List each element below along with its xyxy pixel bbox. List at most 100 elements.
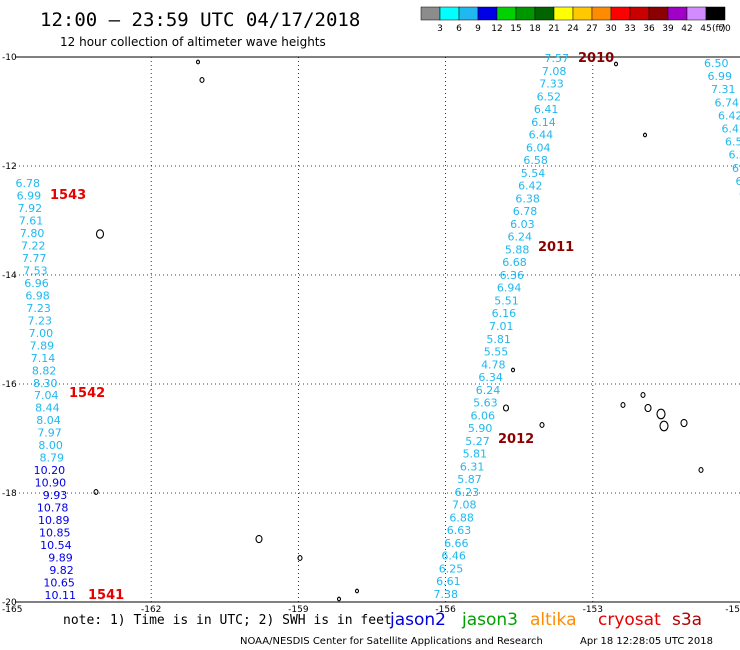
pass-time-label: 2011 [538,240,574,255]
pass-time-labels: 1543 1542 1541 2010 2011 2012 [50,51,614,603]
island-outline [336,596,342,602]
pass-time-label: 2010 [578,51,614,66]
wave-height-value: 5.90 [468,422,493,435]
island-outline [642,132,648,138]
colorbar-tick-label: 30 [605,24,617,34]
colorbar-tick-label: 9 [475,24,481,34]
colorbar-tick-label: 3 [437,24,443,34]
wave-height-value: 6.78 [16,177,41,190]
latitude-tick-label: -12 [2,162,17,172]
colorbar-tick-label: 18 [529,24,541,34]
wave-height-value: 6.94 [497,282,522,295]
latitude-tick-label: -14 [2,271,17,281]
wave-height-value: 6.06 [471,409,496,422]
island-outline [95,229,105,239]
wave-height-value: 6.61 [436,575,461,588]
wave-height-value: 6.52 [725,136,740,149]
wave-height-value: 7.00 [29,327,54,340]
island-outline [255,534,263,544]
wave-height-value: 7.33 [539,78,564,91]
wave-height-value: 10.54 [40,539,72,552]
wave-height-value: 5.87 [457,473,482,486]
latitude-tick-label: -16 [2,380,17,390]
wave-height-value: 6.96 [24,277,49,290]
wave-height-value: 8.44 [35,402,60,415]
island-outline [539,422,545,428]
colorbar-tick-label: 42 [681,24,692,34]
colorbar-swatch [667,6,688,21]
wave-height-value: 6.46 [441,550,466,563]
island-outline [640,392,646,398]
colorbar-swatch [591,6,612,21]
wave-height-value: 6.50 [704,57,729,70]
wave-height-value: 4.78 [481,358,506,371]
wave-height-value: 6.16 [492,307,517,320]
wave-height-value: 7.97 [37,427,62,440]
wave-height-colorbar: 3 6 9 12 15 18 21 24 27 30 33 36 39 42 45 70(ft) [420,6,731,34]
wave-height-value: 6.42 [518,180,543,193]
map-subtitle: 12 hour collection of altimeter wave hei… [60,35,326,49]
wave-height-value: 6. [736,175,740,188]
wave-height-value: 7.22 [21,239,46,252]
wave-height-value: 6.52 [537,90,562,103]
colorbar-swatch [420,6,441,21]
wave-height-value: 6.42 [722,123,740,136]
colorbar-tick-label: 27 [586,24,597,34]
wave-height-value: 6.14 [531,116,556,129]
wave-height-value: 5.81 [486,333,511,346]
satellite-legend-altika: altika [530,610,577,630]
wave-height-value: 6.24 [508,231,533,244]
pass-time-label: 1543 [50,188,86,203]
island-outline [656,408,666,420]
wave-height-value: 7.77 [22,252,47,265]
wave-height-value: 6.99 [17,189,42,202]
island-outline [659,420,669,432]
island-outline [93,489,99,495]
satellite-legend-jason2: jason2 [389,610,446,630]
wave-height-value: 7.01 [489,320,514,333]
colorbar-tick-label: 21 [548,24,559,34]
longitude-tick-label: -153 [583,605,603,615]
wave-height-value: 6.23 [455,486,480,499]
wave-height-value: 5.88 [505,243,530,256]
wave-height-value: 7.04 [34,389,59,402]
wave-height-value: 6.24 [476,384,501,397]
wave-height-value: 6.68 [502,256,527,269]
colorbar-tick-label: 39 [662,24,674,34]
wave-height-value: 5.55 [484,346,509,359]
colorbar-tick-label: 24 [567,24,579,34]
island-outline [613,61,619,67]
wave-height-value: 6.58 [523,154,548,167]
wave-height-value: 8.79 [40,452,65,465]
colorbar-swatch [534,6,555,21]
colorbar-swatch [629,6,650,21]
wave-height-value: 7.57 [545,52,570,65]
colorbar-tick-label: 36 [643,24,655,34]
colorbar-tick-label: 70 [719,24,731,34]
colorbar-tick-label: 12 [491,24,502,34]
wave-height-value: 10.11 [45,589,77,602]
wave-height-value: 10.89 [38,514,70,527]
wave-height-value: 9.93 [43,489,68,502]
wave-height-value: 6.66 [444,537,469,550]
satellite-legend-s3a: s3a [672,610,702,630]
wave-height-value: 8.30 [33,377,58,390]
island-outline [195,59,201,65]
wave-height-value: 6.36 [500,269,525,282]
wave-height-value: 7.08 [542,65,567,78]
wave-height-value: 6.98 [25,289,50,302]
wave-height-value: 6.25 [439,562,464,575]
longitude-tick-label: -159 [288,605,309,615]
colorbar-tick-label: 6 [456,24,462,34]
wave-height-value: 6.88 [449,511,474,524]
island-outline [297,555,303,561]
wave-height-value: 6.63 [447,524,472,537]
colorbar-swatch [496,6,517,21]
wave-height-value: 6.31 [460,460,485,473]
wave-height-value: 8.04 [36,414,61,427]
colorbar-swatch [439,6,460,21]
footer-credit: NOAA/NESDIS Center for Satellite Applica… [240,636,543,647]
wave-height-value: 10.90 [35,477,67,490]
longitude-tick-label: -15 [725,605,740,615]
